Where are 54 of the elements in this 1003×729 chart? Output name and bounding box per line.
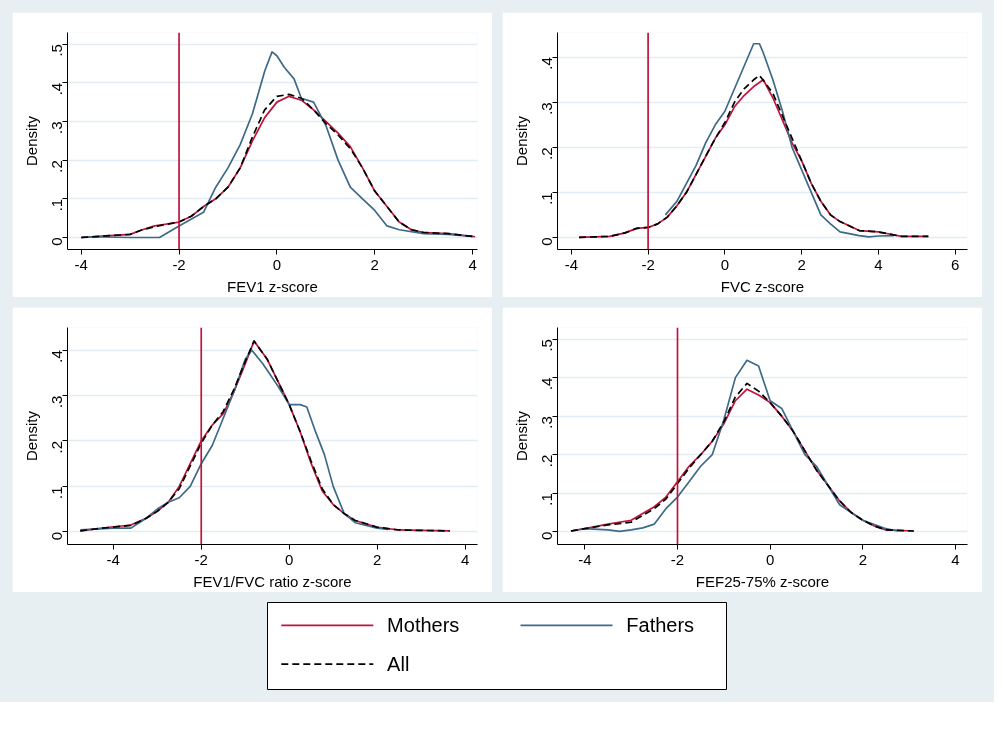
y-tick-label: .1 bbox=[538, 192, 556, 205]
x-tick-label: 4 bbox=[461, 550, 470, 568]
x-axis-title: FEF25-75% z-score bbox=[695, 572, 830, 590]
x-axis-title: FEV1/FVC ratio z-score bbox=[193, 572, 352, 590]
legend-label: Mothers bbox=[387, 614, 460, 637]
x-tick-label: 4 bbox=[874, 255, 883, 273]
x-tick-label: 2 bbox=[370, 255, 379, 273]
y-tick-label: .2 bbox=[48, 440, 66, 454]
y-tick-label: 0 bbox=[48, 531, 66, 541]
x-tick-label: 0 bbox=[285, 550, 294, 568]
x-tick-label: -2 bbox=[194, 550, 208, 568]
y-tick-label: .2 bbox=[538, 147, 556, 160]
x-tick-label: 4 bbox=[951, 550, 960, 568]
x-tick-label: -4 bbox=[578, 550, 592, 568]
y-tick-label: .3 bbox=[538, 102, 556, 115]
y-tick-label: 0 bbox=[538, 237, 556, 246]
x-tick-label: 0 bbox=[272, 255, 282, 273]
y-tick-label: 0 bbox=[538, 531, 556, 541]
y-tick-label: .1 bbox=[48, 198, 66, 212]
y-tick-label: .5 bbox=[48, 44, 66, 57]
y-tick-label: .2 bbox=[538, 454, 556, 468]
y-tick-label: .1 bbox=[48, 486, 66, 499]
x-tick-label: 2 bbox=[373, 550, 382, 568]
x-tick-label: -2 bbox=[172, 255, 186, 273]
x-tick-label: -2 bbox=[670, 550, 685, 568]
x-tick-label: 6 bbox=[951, 255, 960, 273]
x-tick-label: -4 bbox=[74, 255, 88, 273]
y-tick-label: .4 bbox=[538, 57, 556, 70]
x-tick-label: -4 bbox=[564, 255, 578, 273]
x-tick-label: 4 bbox=[468, 255, 477, 273]
y-tick-label: .5 bbox=[538, 339, 556, 352]
y-tick-label: .4 bbox=[538, 377, 556, 391]
x-axis-title: FEV1 z-score bbox=[227, 277, 318, 295]
y-tick-label: .4 bbox=[48, 82, 66, 96]
y-tick-label: .3 bbox=[48, 121, 66, 134]
legend-label: Fathers bbox=[626, 614, 695, 637]
y-tick-label: .2 bbox=[48, 160, 66, 173]
y-axis-title: Density bbox=[22, 115, 40, 167]
y-tick-label: 0 bbox=[48, 237, 66, 246]
x-tick-label: 2 bbox=[858, 550, 867, 568]
y-tick-label: .3 bbox=[538, 416, 556, 429]
x-axis-title: FVC z-score bbox=[720, 277, 805, 295]
x-tick-label: -2 bbox=[641, 255, 655, 273]
y-tick-label: .3 bbox=[48, 395, 66, 409]
x-tick-label: -4 bbox=[106, 550, 120, 568]
x-tick-label: 0 bbox=[720, 255, 730, 273]
y-axis-title: Density bbox=[512, 410, 530, 462]
y-axis-title: Density bbox=[22, 410, 40, 462]
x-tick-label: 0 bbox=[765, 550, 775, 568]
legend-label: All bbox=[387, 653, 410, 676]
y-tick-label: .4 bbox=[48, 350, 66, 363]
y-tick-label: .1 bbox=[538, 493, 556, 506]
x-tick-label: 2 bbox=[797, 255, 806, 273]
y-axis-title: Density bbox=[512, 115, 530, 167]
